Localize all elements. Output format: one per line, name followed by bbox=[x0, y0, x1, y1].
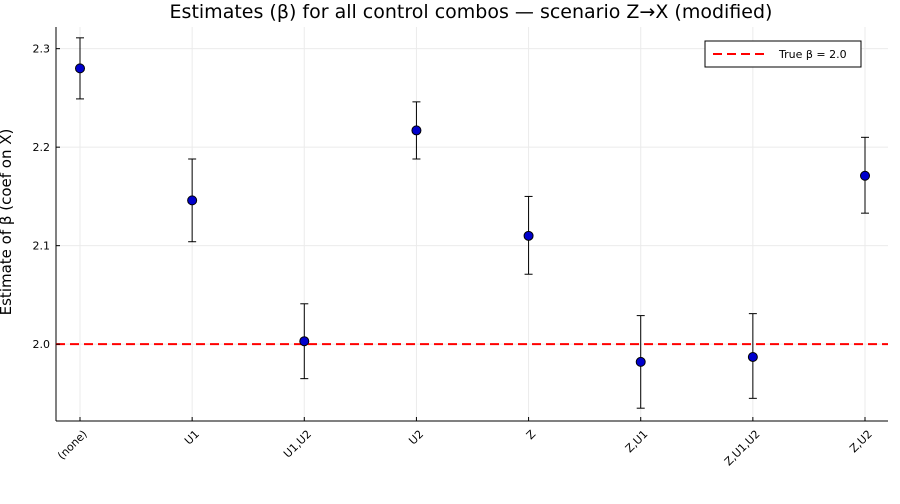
errorbar-point-group bbox=[75, 37, 85, 100]
grid-layer bbox=[56, 27, 888, 421]
data-point bbox=[75, 63, 85, 74]
x-tick-label: Z,U1 bbox=[623, 428, 651, 456]
data-point bbox=[299, 336, 310, 347]
errorbar-point-group bbox=[299, 303, 310, 380]
data-point bbox=[747, 351, 758, 362]
data-point bbox=[860, 170, 870, 181]
chart-title: Estimates (β) for all control combos — s… bbox=[170, 1, 773, 23]
x-tick-label: U2 bbox=[406, 428, 426, 448]
legend: True β = 2.0 bbox=[704, 40, 862, 68]
x-tick-label: Z,U1,U2 bbox=[722, 428, 763, 469]
x-tick-label: Z bbox=[524, 427, 539, 442]
errorbar-point-group bbox=[523, 195, 534, 275]
y-tick-label: 2.3 bbox=[33, 43, 51, 56]
x-tick-label: Z,U2 bbox=[847, 428, 875, 456]
y-tick-label: 2.1 bbox=[33, 240, 51, 253]
data-point bbox=[187, 195, 198, 206]
y-tick-label: 2.0 bbox=[33, 338, 51, 351]
errorbar-point-group bbox=[187, 158, 198, 243]
errorbar-point-group bbox=[747, 313, 758, 399]
errorbar-point-group bbox=[635, 315, 646, 409]
x-tick-label: (none) bbox=[55, 428, 90, 463]
data-point bbox=[635, 356, 646, 367]
ticks-layer: 2.0 2.1 2.2 2.3 (none) U1 U1,U2 U2 Z Z,U1 Z,U1,U2 Z… bbox=[33, 43, 875, 469]
legend-label: True β = 2.0 bbox=[778, 48, 847, 61]
y-axis-label: Estimate of β (coef on X) bbox=[0, 129, 15, 316]
errorbar-point-group bbox=[411, 101, 422, 160]
data-point bbox=[523, 230, 534, 241]
errorbar-point-group bbox=[860, 136, 870, 214]
y-tick-label: 2.2 bbox=[33, 141, 51, 154]
data-point bbox=[411, 125, 422, 136]
axes-layer bbox=[55, 27, 888, 422]
x-tick-label: U1,U2 bbox=[281, 428, 314, 461]
marks-layer bbox=[75, 37, 870, 409]
x-tick-label: U1 bbox=[182, 428, 202, 448]
